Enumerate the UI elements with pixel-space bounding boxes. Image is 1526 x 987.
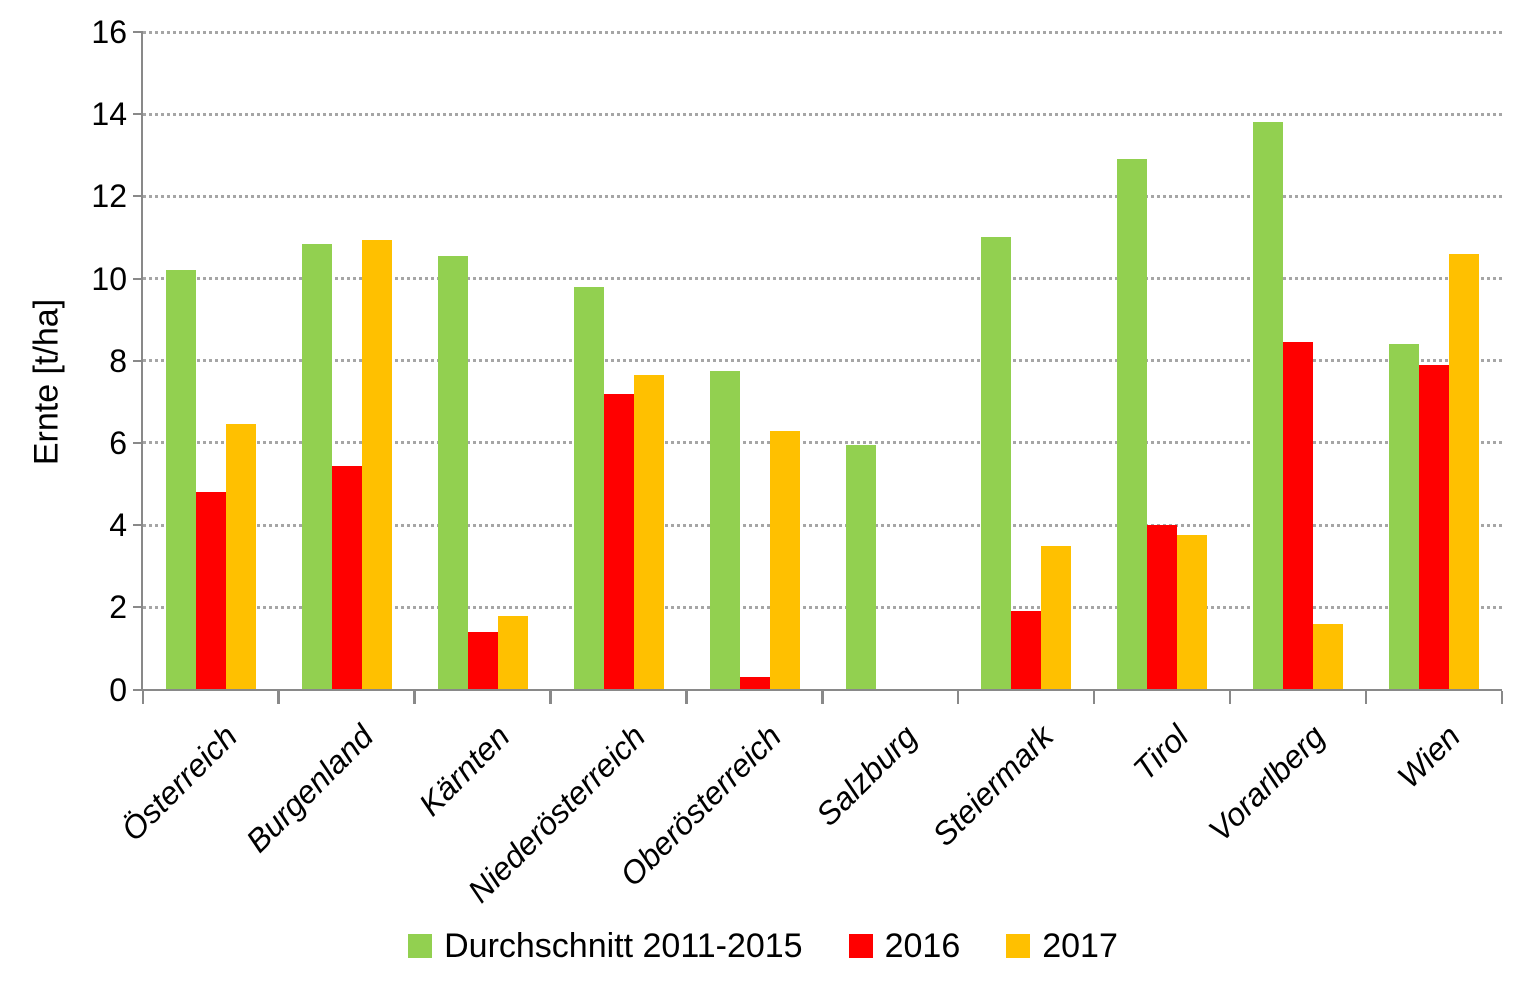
- y-axis-tick: [133, 688, 143, 691]
- bar-Durchschnitt-2011-2015-Oberösterreich: [709, 371, 740, 690]
- bar-Durchschnitt-2011-2015-Niederösterreich: [573, 286, 604, 690]
- x-axis-tick: [141, 690, 144, 704]
- y-axis-tick-label: 16: [91, 14, 127, 50]
- gridline: [143, 30, 1502, 34]
- x-axis-tick: [685, 690, 688, 704]
- x-axis-category-label: Steiermark: [924, 718, 1060, 853]
- x-axis-category-label: Kärnten: [411, 718, 517, 823]
- y-axis-tick-label: 8: [109, 342, 127, 379]
- y-axis-tick: [133, 606, 143, 609]
- y-axis-tick-label: 12: [91, 178, 127, 215]
- bar-2017-Wien: [1449, 253, 1480, 690]
- legend: Durchschnitt 2011-2015 2016 2017: [0, 926, 1526, 966]
- bar-2017-Niederösterreich: [633, 375, 664, 690]
- x-axis-category-label: Österreich: [114, 718, 245, 848]
- y-axis: [140, 32, 143, 690]
- y-axis-tick: [133, 524, 143, 527]
- y-axis-tick: [133, 441, 143, 444]
- y-axis-tick: [133, 113, 143, 116]
- bar-2017-Österreich: [226, 424, 256, 690]
- bar-Durchschnitt-2011-2015-Steiermark: [981, 237, 1012, 690]
- legend-label: 2017: [1042, 927, 1118, 965]
- x-axis-category-label: Vorarlberg: [1201, 718, 1332, 849]
- y-axis-tick-label: 10: [91, 260, 127, 297]
- bar-2016-Steiermark: [1011, 611, 1042, 690]
- y-axis-tick: [133, 359, 143, 362]
- bar-Durchschnitt-2011-2015-Tirol: [1117, 159, 1148, 690]
- bar-Durchschnitt-2011-2015-Wien: [1389, 344, 1420, 690]
- bar-2017-Steiermark: [1041, 545, 1072, 690]
- bar-2016-Kärnten: [467, 631, 498, 690]
- bar-Durchschnitt-2011-2015-Vorarlberg: [1253, 122, 1284, 690]
- bar-Durchschnitt-2011-2015-Österreich: [166, 270, 196, 690]
- bar-2017-Burgenland: [361, 239, 392, 690]
- y-axis-tick: [133, 31, 143, 33]
- gridline: [143, 441, 1502, 445]
- legend-swatch: [408, 934, 433, 958]
- x-axis-tick: [277, 690, 280, 704]
- x-axis-tick: [1092, 690, 1096, 704]
- bar-2017-Tirol: [1177, 535, 1208, 690]
- legend-swatch: [1006, 934, 1031, 958]
- legend-swatch: [848, 934, 873, 958]
- x-axis-category-label: Wien: [1390, 718, 1468, 795]
- gridline: [143, 359, 1502, 363]
- y-axis-tick: [133, 277, 143, 280]
- y-axis-tick-label: 4: [109, 507, 127, 544]
- legend-item: 2017: [1006, 926, 1118, 966]
- gridline: [143, 112, 1502, 116]
- bar-2016-Tirol: [1147, 525, 1178, 690]
- x-axis-tick: [1500, 690, 1503, 704]
- x-axis: [140, 688, 1502, 691]
- gridline: [143, 194, 1502, 198]
- bar-Durchschnitt-2011-2015-Burgenland: [301, 243, 332, 690]
- x-axis-tick: [956, 690, 960, 704]
- y-axis-title: Ernte [t/ha]: [27, 298, 66, 466]
- bar-2016-Wien: [1419, 364, 1450, 690]
- bar-2017-Kärnten: [497, 615, 528, 690]
- y-axis-tick-label: 0: [109, 671, 127, 708]
- x-axis-tick: [821, 690, 824, 704]
- y-axis-tick-label: 6: [109, 424, 127, 461]
- bar-2017-Oberösterreich: [769, 430, 800, 690]
- bar-2016-Niederösterreich: [603, 393, 634, 690]
- bar-Durchschnitt-2011-2015-Kärnten: [437, 255, 468, 690]
- legend-label: 2016: [884, 927, 961, 965]
- bar-2016-Österreich: [196, 492, 226, 690]
- x-axis-category-label: Tirol: [1126, 718, 1196, 788]
- gridline: [143, 277, 1502, 281]
- x-axis-category-label: Salzburg: [809, 718, 924, 833]
- gridline: [143, 523, 1502, 527]
- bar-2016-Oberösterreich: [739, 677, 770, 690]
- legend-label: Durchschnitt 2011-2015: [444, 927, 803, 965]
- bar-Durchschnitt-2011-2015-Salzburg: [845, 444, 876, 690]
- legend-item: Durchschnitt 2011-2015: [408, 926, 803, 966]
- legend-item: 2016: [848, 926, 961, 966]
- y-axis-tick-label: 2: [109, 589, 127, 626]
- y-axis-tick: [133, 195, 143, 198]
- bar-2016-Burgenland: [331, 465, 362, 690]
- x-axis-tick: [1364, 690, 1368, 704]
- y-axis-tick-label: 14: [91, 96, 127, 133]
- x-axis-category-label: Burgenland: [239, 718, 381, 860]
- bar-2017-Vorarlberg: [1313, 623, 1344, 690]
- bar-2016-Vorarlberg: [1283, 342, 1314, 690]
- x-axis-tick: [1228, 690, 1232, 704]
- x-axis-tick: [413, 690, 416, 704]
- gridline: [143, 605, 1502, 609]
- x-axis-tick: [549, 690, 552, 704]
